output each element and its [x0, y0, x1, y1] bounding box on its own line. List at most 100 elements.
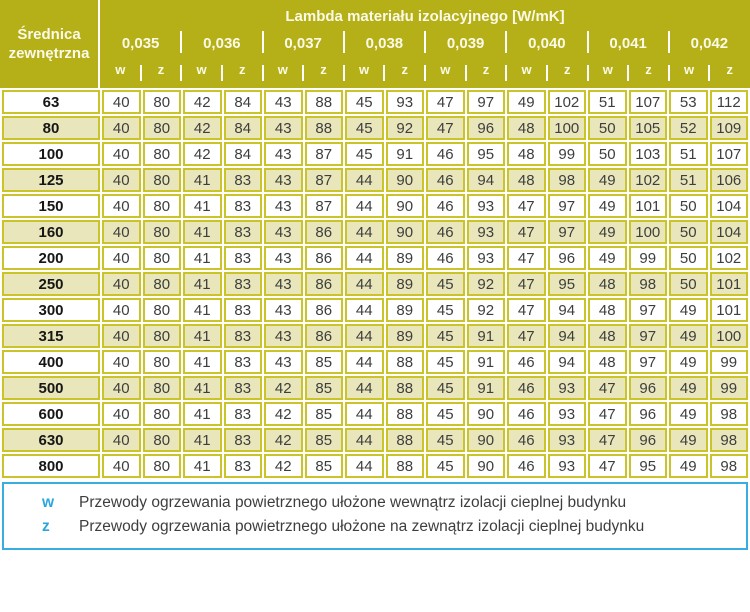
- value-cell: 46: [507, 402, 546, 426]
- value-cell: 90: [385, 220, 424, 244]
- value-cell: 84: [223, 142, 262, 166]
- value-cell: 98: [628, 272, 667, 296]
- value-cell: 99: [547, 142, 586, 166]
- value-cell: 46: [426, 246, 465, 270]
- table-row: 500 40 80 41 83 42 85 44 88 45 91 46 93 47 96 49 99: [2, 376, 748, 400]
- value-cell: 93: [466, 220, 505, 244]
- value-cell: 48: [507, 142, 546, 166]
- value-cell: 88: [385, 402, 424, 426]
- value-cell: 97: [628, 350, 667, 374]
- value-cell: 40: [102, 246, 141, 270]
- value-cell: 97: [466, 90, 505, 114]
- value-cell: 47: [588, 376, 627, 400]
- value-cell: 85: [304, 376, 343, 400]
- value-cell: 83: [223, 376, 262, 400]
- sub-header-w: w: [667, 60, 710, 88]
- value-cell: 41: [183, 376, 222, 400]
- value-cell: 43: [264, 272, 303, 296]
- value-cell: 83: [223, 246, 262, 270]
- value-cell: 85: [304, 454, 343, 478]
- value-cell: 48: [588, 350, 627, 374]
- value-cell: 83: [223, 324, 262, 348]
- table-row: 63 40 80 42 84 43 88 45 93 47 97 49 102 51 107 53 112: [2, 90, 748, 114]
- value-cell: 107: [709, 142, 748, 166]
- table-title: Lambda materiału izolacyjnego [W/mK]: [285, 8, 565, 25]
- diameter-cell: 600: [2, 402, 100, 426]
- value-cell: 47: [426, 116, 465, 140]
- value-cell: 89: [385, 324, 424, 348]
- table-header: Średnica zewnętrzna Lambda materiału izo…: [0, 0, 750, 88]
- legend-text: Przewody ogrzewania powietrznego ułożone…: [79, 518, 645, 535]
- value-cell: 44: [345, 194, 384, 218]
- value-cell: 85: [304, 428, 343, 452]
- value-cell: 40: [102, 376, 141, 400]
- diameter-cell: 300: [2, 298, 100, 322]
- value-cell: 43: [264, 90, 303, 114]
- value-cell: 44: [345, 402, 384, 426]
- diameter-cell: 150: [2, 194, 100, 218]
- sub-header-z: z: [139, 60, 182, 88]
- value-cell: 46: [507, 376, 546, 400]
- value-cell: 90: [466, 454, 505, 478]
- value-cell: 40: [102, 168, 141, 192]
- value-cell: 93: [466, 246, 505, 270]
- value-cell: 46: [426, 220, 465, 244]
- value-cell: 44: [345, 272, 384, 296]
- value-cell: 106: [709, 168, 748, 192]
- legend-row: w Przewody ogrzewania powietrznego ułożon…: [4, 491, 736, 515]
- legend-row: z Przewody ogrzewania powietrznego ułożon…: [4, 515, 736, 539]
- value-cell: 93: [547, 454, 586, 478]
- value-cell: 44: [345, 168, 384, 192]
- diameter-cell: 80: [2, 116, 100, 140]
- value-cell: 43: [264, 298, 303, 322]
- value-cell: 50: [588, 142, 627, 166]
- diameter-cell: 250: [2, 272, 100, 296]
- value-cell: 41: [183, 168, 222, 192]
- value-cell: 86: [304, 246, 343, 270]
- value-cell: 98: [709, 454, 748, 478]
- value-cell: 48: [588, 298, 627, 322]
- value-cell: 85: [304, 402, 343, 426]
- value-cell: 91: [466, 350, 505, 374]
- value-cell: 47: [507, 298, 546, 322]
- value-cell: 101: [628, 194, 667, 218]
- value-cell: 49: [588, 246, 627, 270]
- value-cell: 95: [547, 272, 586, 296]
- value-cell: 41: [183, 402, 222, 426]
- value-cell: 83: [223, 194, 262, 218]
- diameter-cell: 500: [2, 376, 100, 400]
- value-cell: 90: [466, 428, 505, 452]
- value-cell: 83: [223, 402, 262, 426]
- value-cell: 96: [628, 402, 667, 426]
- value-cell: 97: [547, 220, 586, 244]
- value-cell: 92: [385, 116, 424, 140]
- value-cell: 90: [385, 194, 424, 218]
- value-cell: 45: [426, 298, 465, 322]
- sub-header-w: w: [424, 60, 466, 88]
- value-cell: 45: [345, 142, 384, 166]
- value-cell: 50: [669, 220, 708, 244]
- table-row: 150 40 80 41 83 43 87 44 90 46 93 47 97 49 101 50 104: [2, 194, 748, 218]
- sub-header-z: z: [708, 60, 750, 88]
- sub-header-w: w: [586, 60, 629, 88]
- value-cell: 103: [628, 142, 667, 166]
- value-cell: 83: [223, 350, 262, 374]
- value-cell: 47: [588, 454, 627, 478]
- value-cell: 41: [183, 350, 222, 374]
- value-cell: 49: [669, 324, 708, 348]
- sub-header-w: w: [180, 60, 222, 88]
- value-cell: 80: [142, 194, 181, 218]
- value-cell: 42: [183, 116, 222, 140]
- diameter-cell: 160: [2, 220, 100, 244]
- value-cell: 50: [588, 116, 627, 140]
- value-cell: 86: [304, 220, 343, 244]
- table-row: 300 40 80 41 83 43 86 44 89 45 92 47 94 48 97 49 101: [2, 298, 748, 322]
- value-cell: 89: [385, 298, 424, 322]
- lambda-header: 0,041: [586, 26, 669, 60]
- value-cell: 40: [102, 298, 141, 322]
- value-cell: 99: [709, 350, 748, 374]
- value-cell: 44: [345, 246, 384, 270]
- value-cell: 99: [628, 246, 667, 270]
- value-cell: 42: [183, 90, 222, 114]
- value-cell: 83: [223, 428, 262, 452]
